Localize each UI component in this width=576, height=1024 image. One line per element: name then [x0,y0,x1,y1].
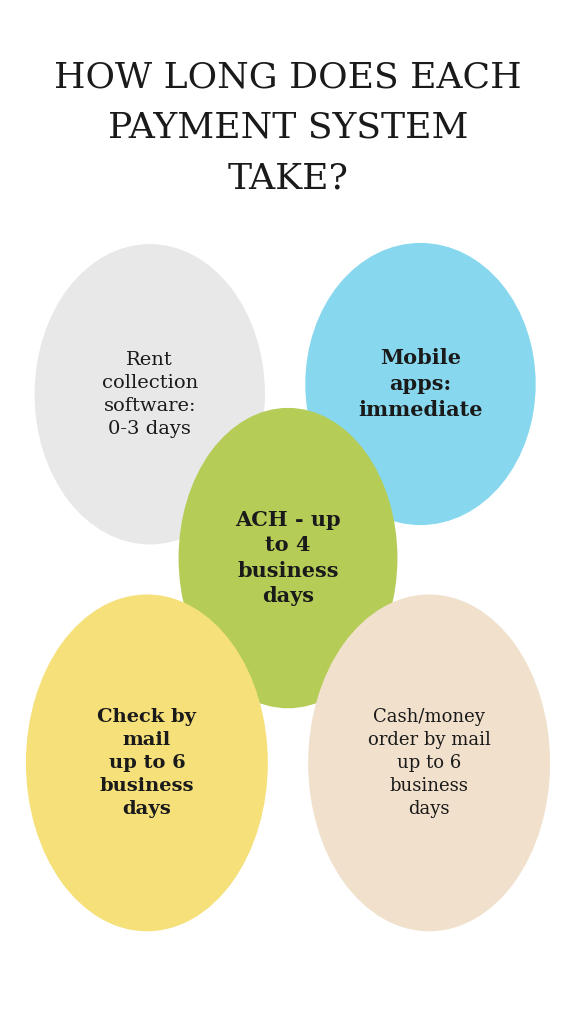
Ellipse shape [305,243,536,525]
Text: HOW LONG DOES EACH
PAYMENT SYSTEM
TAKE?: HOW LONG DOES EACH PAYMENT SYSTEM TAKE? [54,60,522,196]
Text: Cash/money
order by mail
up to 6
business
days: Cash/money order by mail up to 6 busines… [367,708,491,818]
Ellipse shape [308,595,550,931]
Text: Rent
collection
software:
0-3 days: Rent collection software: 0-3 days [101,351,198,437]
Text: Check by
mail
up to 6
business
days: Check by mail up to 6 business days [97,708,196,818]
Text: Mobile
apps:
immediate: Mobile apps: immediate [358,348,483,420]
Ellipse shape [35,244,265,545]
Ellipse shape [26,595,268,931]
Text: ACH - up
to 4
business
days: ACH - up to 4 business days [235,510,341,606]
Ellipse shape [179,408,397,709]
